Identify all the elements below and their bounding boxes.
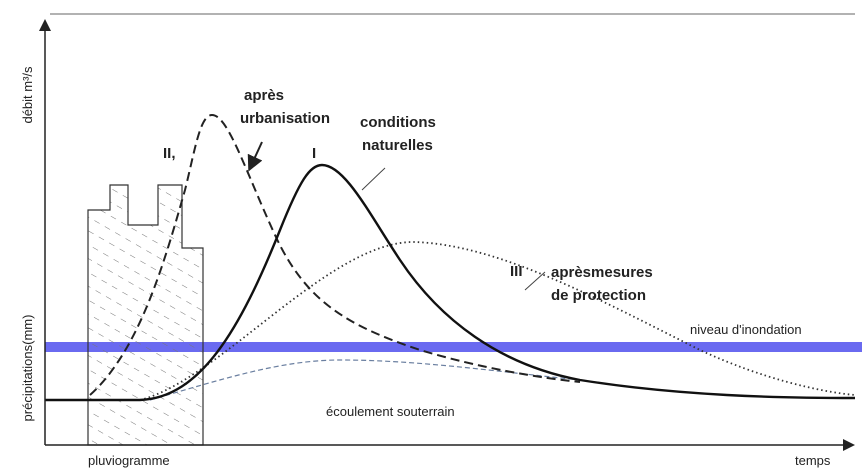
curve-label: naturelles: [362, 137, 433, 154]
pointer: [361, 167, 386, 191]
pointer: [524, 271, 546, 291]
flood-band: [45, 342, 862, 352]
y-label: précipitations(mm): [20, 315, 35, 422]
curve-label: conditions: [360, 114, 436, 131]
curve-label: aprèsmesures: [551, 264, 653, 281]
curve-label: de protection: [551, 287, 646, 304]
pointer: [247, 141, 263, 172]
curve-numeral: I: [312, 145, 316, 162]
hyetograph: [87, 184, 204, 446]
baseflow-label: écoulement souterrain: [326, 404, 455, 419]
curve-iii: [139, 241, 856, 401]
y-label: débit m³/s: [20, 66, 35, 124]
flood-label: niveau d'inondation: [690, 322, 802, 337]
curve-label: après: [244, 87, 284, 104]
curve-numeral: II,: [163, 145, 176, 162]
x-label: temps: [795, 453, 831, 468]
hyetograph-label: pluviogramme: [88, 453, 170, 468]
curve-label: urbanisation: [240, 110, 330, 127]
baseflow-curve: [149, 359, 581, 401]
curve-numeral: III: [510, 263, 523, 280]
curve-ii: [89, 113, 581, 396]
curve-i: [45, 163, 856, 402]
